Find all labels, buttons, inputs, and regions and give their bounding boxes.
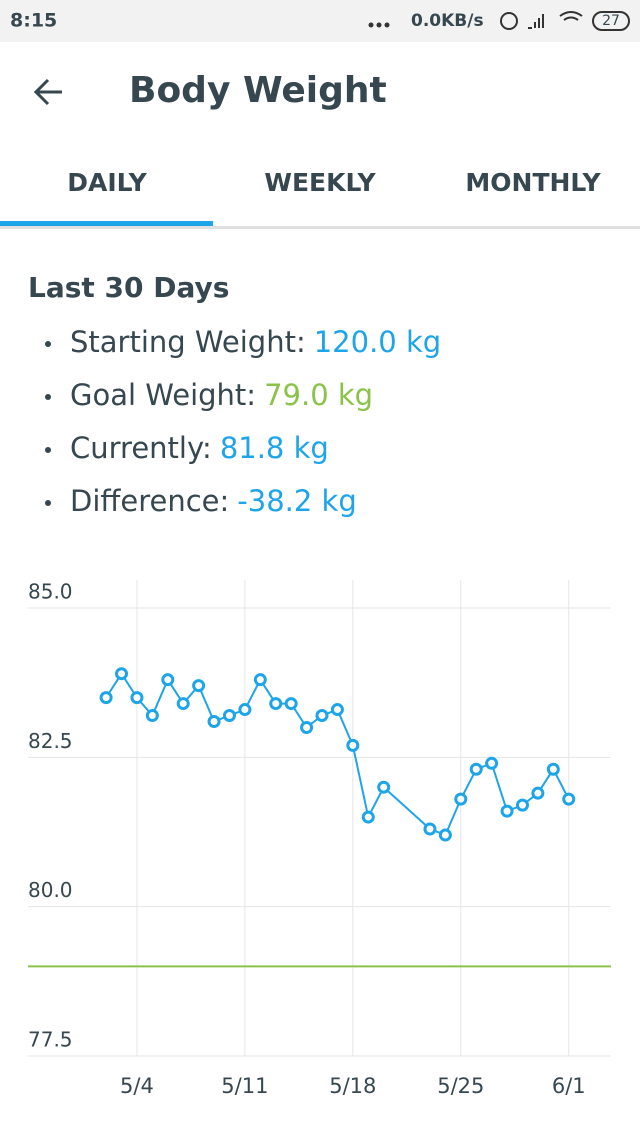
summary-label: Difference: <box>70 484 229 518</box>
data-point <box>361 810 375 824</box>
status-battery: 27 <box>602 13 620 29</box>
data-point <box>315 709 329 723</box>
status-menu <box>368 22 390 28</box>
data-point <box>330 703 344 717</box>
data-point <box>562 792 576 806</box>
summary-item: Starting Weight: 120.0 kg <box>70 325 441 359</box>
y-tick-label: 85.0 <box>28 580 73 604</box>
summary-heading: Last 30 Days <box>28 271 229 304</box>
bullet <box>45 500 51 506</box>
bullet <box>45 447 51 453</box>
tab-indicator <box>0 221 213 226</box>
summary-item: Goal Weight: 79.0 kg <box>70 378 373 412</box>
data-point <box>269 697 283 711</box>
summary-value: -38.2 kg <box>237 484 356 518</box>
tabs: DAILY WEEKLY MONTHLY <box>67 168 601 197</box>
data-point <box>145 709 159 723</box>
data-point <box>377 780 391 794</box>
summary-item: Currently: 81.8 kg <box>70 431 329 465</box>
x-tick-label: 5/25 <box>437 1074 484 1098</box>
series-line <box>105 671 570 837</box>
data-point <box>454 792 468 806</box>
chart: 77.5 80.0 82.5 85.0 5/4 5/11 5/18 5/25 6/1 <box>28 580 611 1098</box>
summary-value: 81.8 kg <box>220 431 329 465</box>
data-point <box>500 804 514 818</box>
data-point <box>207 714 221 728</box>
data-point <box>253 673 267 687</box>
tab-shadow <box>0 226 640 229</box>
bullet <box>45 341 51 347</box>
data-point <box>300 720 314 734</box>
status-time: 8:15 <box>10 10 57 32</box>
data-point <box>346 738 360 752</box>
data-point <box>99 691 113 705</box>
status-bar <box>0 0 640 42</box>
data-point <box>515 798 529 812</box>
status-network: 0.0KB/s <box>411 11 484 31</box>
data-point <box>546 762 560 776</box>
data-point <box>531 786 545 800</box>
data-point <box>130 691 144 705</box>
summary-label: Starting Weight: <box>70 325 306 359</box>
summary-item: Difference: -38.2 kg <box>70 484 357 518</box>
status-icons <box>500 11 630 31</box>
tab[interactable]: DAILY <box>67 168 147 197</box>
data-point <box>161 673 175 687</box>
bullet <box>45 394 51 400</box>
data-point <box>423 822 437 836</box>
summary-label: Goal Weight: <box>70 378 256 412</box>
x-tick-label: 6/1 <box>552 1074 586 1098</box>
summary-value: 79.0 kg <box>264 378 373 412</box>
x-tick-label: 5/11 <box>221 1074 268 1098</box>
tab[interactable]: WEEKLY <box>264 168 376 197</box>
header-title: Body Weight <box>129 70 387 111</box>
x-tick-label: 5/18 <box>329 1074 376 1098</box>
data-point <box>238 703 252 717</box>
y-tick-label: 82.5 <box>28 729 73 753</box>
back-button[interactable] <box>33 78 62 106</box>
tab[interactable]: MONTHLY <box>465 168 601 197</box>
x-tick-label: 5/4 <box>120 1074 154 1098</box>
data-point <box>485 756 499 770</box>
summary-value: 120.0 kg <box>314 325 441 359</box>
data-point <box>284 697 298 711</box>
summary-label: Currently: <box>70 431 212 465</box>
summary-list: Starting Weight: 120.0 kg Goal Weight: 79.0… <box>45 325 441 518</box>
data-point <box>176 697 190 711</box>
data-point <box>469 762 483 776</box>
data-point <box>438 828 452 842</box>
y-tick-label: 80.0 <box>28 878 73 902</box>
y-tick-label: 77.5 <box>28 1028 73 1052</box>
data-point <box>115 667 129 681</box>
data-point <box>222 709 236 723</box>
data-point <box>192 679 206 693</box>
